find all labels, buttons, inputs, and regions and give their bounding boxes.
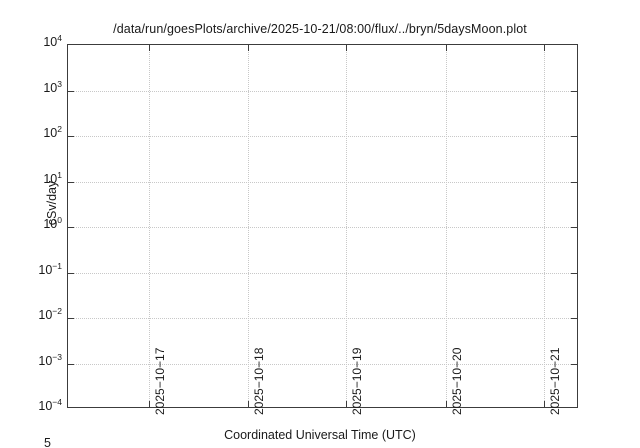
y-tick-mark	[68, 363, 74, 365]
y-tick-mark	[571, 90, 577, 92]
x-tick-mark	[446, 401, 447, 407]
gridline-vertical	[149, 45, 150, 407]
gridline-vertical	[346, 45, 347, 407]
y-axis-tick-label: 10−1	[38, 260, 62, 277]
gridline-horizontal	[68, 272, 577, 274]
y-tick-mark	[68, 136, 74, 137]
y-axis-tick-label: 10−3	[38, 351, 62, 368]
gridline-horizontal	[68, 90, 577, 92]
x-tick-mark	[544, 45, 545, 51]
gridline-vertical	[544, 45, 545, 407]
y-axis-tick-label: 102	[43, 123, 62, 140]
y-tick-mark	[571, 318, 577, 319]
plot-area	[67, 44, 578, 408]
y-tick-mark	[68, 318, 74, 319]
x-axis-tick-label: 2025−10−17	[153, 347, 167, 415]
x-tick-mark	[149, 401, 150, 407]
y-tick-mark	[68, 272, 74, 274]
y-tick-mark	[571, 136, 577, 137]
y-tick-mark	[68, 227, 74, 228]
y-tick-mark	[571, 363, 577, 365]
y-tick-mark	[571, 227, 577, 228]
gridline-horizontal	[68, 136, 577, 137]
x-tick-mark	[446, 45, 447, 51]
y-tick-mark	[68, 90, 74, 92]
y-axis-tick-label: 103	[43, 78, 62, 95]
gridline-horizontal	[68, 181, 577, 183]
x-tick-mark	[346, 401, 347, 407]
y-axis-title: cSv/day	[45, 180, 59, 226]
y-tick-mark	[68, 181, 74, 183]
x-axis-title: Coordinated Universal Time (UTC)	[224, 428, 416, 442]
x-axis-tick-label: 2025−10−20	[450, 347, 464, 415]
y-tick-mark	[571, 181, 577, 183]
x-axis-tick-label: 2025−10−21	[548, 347, 562, 415]
gridline-horizontal	[68, 318, 577, 319]
x-tick-mark	[248, 45, 249, 51]
page-title: /data/run/goesPlots/archive/2025-10-21/0…	[113, 22, 527, 36]
x-tick-mark	[346, 45, 347, 51]
gridline-horizontal	[68, 227, 577, 228]
y-axis-tick-label: 104	[43, 32, 62, 49]
x-tick-mark	[544, 401, 545, 407]
clipped-bottom-glyph: 5	[44, 437, 51, 448]
x-axis-tick-label: 2025−10−19	[350, 347, 364, 415]
y-axis-tick-label: 10−4	[38, 396, 62, 413]
gridline-horizontal	[68, 363, 577, 365]
x-axis-tick-label: 2025−10−18	[252, 347, 266, 415]
x-tick-mark	[149, 45, 150, 51]
y-axis-tick-label: 101	[43, 169, 62, 186]
gridline-vertical	[446, 45, 447, 407]
y-axis-tick-label: 100	[43, 214, 62, 231]
y-tick-mark	[571, 272, 577, 274]
y-axis-tick-label: 10−2	[38, 305, 62, 322]
x-tick-mark	[248, 401, 249, 407]
gridline-vertical	[248, 45, 249, 407]
